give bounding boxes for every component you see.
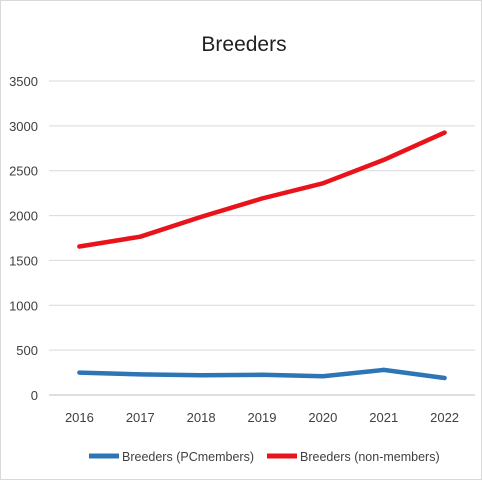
series-lines [77,130,447,381]
x-tick-label: 2021 [369,410,398,425]
y-tick-label: 3500 [9,74,38,89]
x-tick-label: 2022 [430,410,459,425]
chart-title: Breeders [201,33,286,56]
y-tick-label: 500 [16,343,38,358]
y-axis-tick-labels: 0 500 1000 1500 2000 2500 3000 3500 [9,74,38,403]
gridlines [49,80,475,396]
x-axis-tick-labels: 2016 2017 2018 2019 2020 2021 2022 [65,410,459,425]
y-tick-label: 1500 [9,253,38,268]
series-line [77,130,447,249]
series-line [77,367,447,381]
y-tick-label: 2000 [9,209,38,224]
x-tick-label: 2016 [65,410,94,425]
x-tick-label: 2020 [308,410,337,425]
x-tick-label: 2019 [248,410,277,425]
y-tick-label: 2500 [9,164,38,179]
y-tick-label: 3000 [9,119,38,134]
legend-label: Breeders (PCmembers) [122,450,254,464]
legend-label: Breeders (non-members) [300,450,440,464]
y-tick-label: 1000 [9,298,38,313]
y-tick-label: 0 [31,388,38,403]
legend: Breeders (PCmembers) Breeders (non-member… [89,450,440,464]
x-tick-label: 2018 [187,410,216,425]
x-tick-label: 2017 [126,410,155,425]
